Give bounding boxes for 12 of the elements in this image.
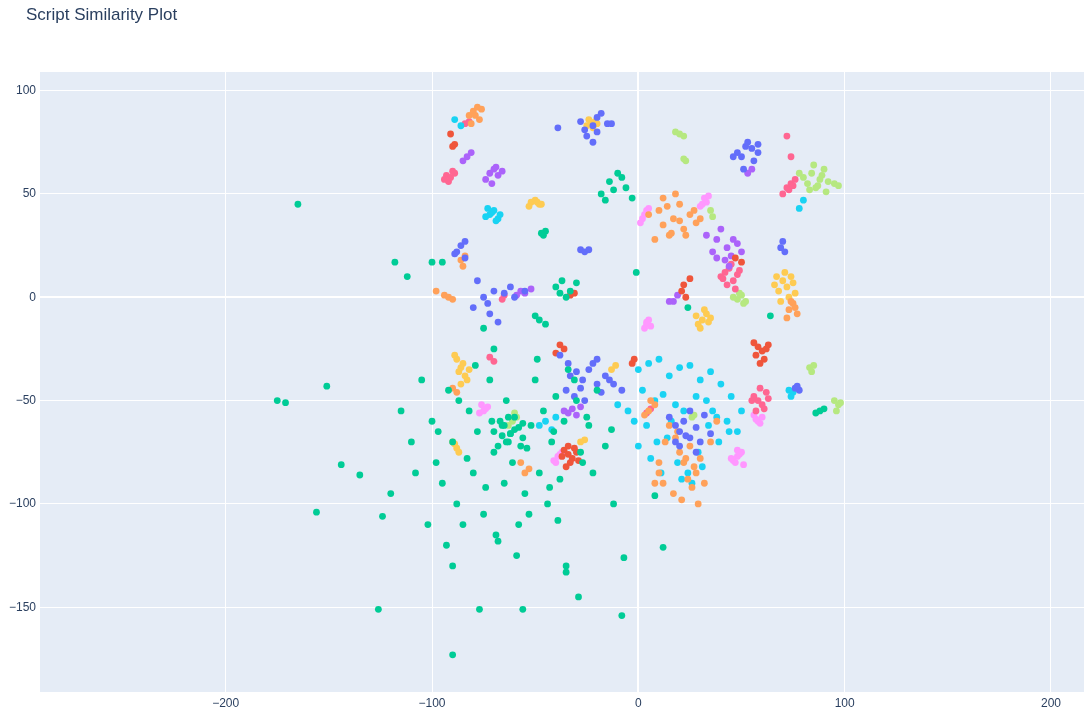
x-tick-label: 100 — [834, 695, 855, 710]
x-tick-label: −100 — [418, 695, 446, 710]
y-tick-label: 50 — [22, 186, 37, 201]
x-tick-label: 200 — [1040, 695, 1062, 710]
y-tick-label: −150 — [8, 599, 37, 614]
x-tick-label: −200 — [212, 695, 240, 710]
chart-title: Script Similarity Plot — [26, 5, 178, 25]
x-tick-label: 0 — [635, 695, 642, 710]
y-tick-label: 0 — [29, 289, 37, 304]
y-tick-label: 100 — [15, 82, 37, 97]
y-tick-label: −50 — [15, 392, 37, 407]
y-tick-label: −100 — [8, 496, 37, 511]
